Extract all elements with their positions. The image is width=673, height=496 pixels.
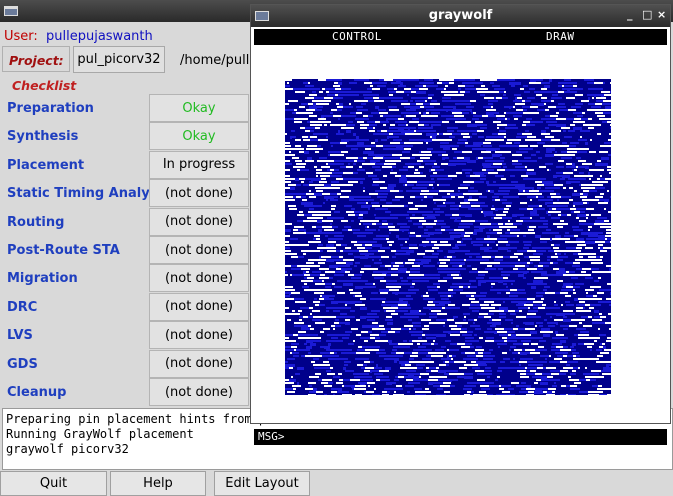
console-line: graywolf picorv32 (6, 442, 129, 456)
step-status-button[interactable]: (not done) (149, 292, 249, 321)
console-line: Running GrayWolf placement (6, 427, 194, 441)
menu-draw[interactable]: DRAW (546, 30, 575, 43)
step-status-button[interactable]: In progress (149, 150, 249, 179)
step-label: Migration (7, 271, 78, 287)
checklist-heading: Checklist (12, 78, 77, 93)
graywolf-message-bar: MSG> (254, 429, 667, 445)
step-label: Preparation (7, 101, 94, 116)
graywolf-window: graywolf _ □ × CONTROL DRAW MSG> (250, 4, 671, 445)
project-path: /home/pulle (180, 53, 258, 68)
user-label: User: (4, 29, 38, 44)
checklist-row: Synthesis Okay (0, 122, 252, 151)
step-status-button[interactable]: (not done) (149, 378, 249, 406)
project-frame (2, 46, 70, 72)
step-status-button[interactable]: Okay (149, 122, 249, 151)
step-status-button[interactable]: (not done) (149, 207, 249, 236)
graywolf-menubar: CONTROL DRAW (254, 29, 667, 45)
checklist-row: DRC (not done) (0, 292, 252, 321)
checklist-row: Preparation Okay (0, 94, 252, 122)
step-label: Synthesis (7, 129, 79, 145)
step-label: Cleanup (7, 385, 67, 400)
graywolf-titlebar: graywolf _ □ × (251, 5, 670, 27)
step-label: Static Timing Analysis (7, 186, 170, 202)
checklist-row: GDS (not done) (0, 349, 252, 378)
step-status-button[interactable]: (not done) (149, 179, 249, 208)
window-icon (4, 6, 18, 16)
help-button[interactable]: Help (110, 471, 206, 496)
step-status-button[interactable]: (not done) (149, 236, 249, 264)
window-icon (255, 11, 269, 21)
checklist-row: Routing (not done) (0, 207, 252, 236)
project-select-button[interactable]: pul_picorv32 (73, 46, 165, 73)
quit-button[interactable]: Quit (0, 471, 107, 496)
step-label: Post-Route STA (7, 243, 120, 258)
step-label: Placement (7, 157, 85, 173)
step-status-button[interactable]: (not done) (149, 321, 249, 350)
step-label: DRC (7, 299, 38, 315)
step-label: GDS (7, 356, 38, 372)
edit-layout-button[interactable]: Edit Layout (214, 471, 310, 496)
user-value: pullepujaswanth (46, 29, 153, 44)
console-line: Preparing pin placement hints from pi (6, 412, 274, 426)
close-icon[interactable]: × (657, 8, 667, 21)
project-label: Project: (9, 53, 64, 68)
menu-control[interactable]: CONTROL (332, 30, 382, 43)
minimize-icon[interactable]: _ (627, 8, 633, 21)
step-label: Routing (7, 214, 65, 230)
maximize-icon[interactable]: □ (642, 8, 653, 21)
checklist-row: Placement In progress (0, 150, 252, 179)
graywolf-title: graywolf (428, 8, 493, 23)
step-label: LVS (7, 328, 33, 344)
checklist-row: Migration (not done) (0, 264, 252, 293)
checklist-row: LVS (not done) (0, 321, 252, 350)
placement-canvas[interactable] (285, 79, 611, 395)
step-status-button[interactable]: Okay (149, 94, 249, 122)
checklist-row: Static Timing Analysis (not done) (0, 179, 252, 208)
checklist-row: Cleanup (not done) (0, 378, 252, 406)
checklist-row: Post-Route STA (not done) (0, 236, 252, 264)
msg-prompt: MSG> (258, 430, 285, 443)
step-status-button[interactable]: (not done) (149, 349, 249, 378)
step-status-button[interactable]: (not done) (149, 264, 249, 293)
